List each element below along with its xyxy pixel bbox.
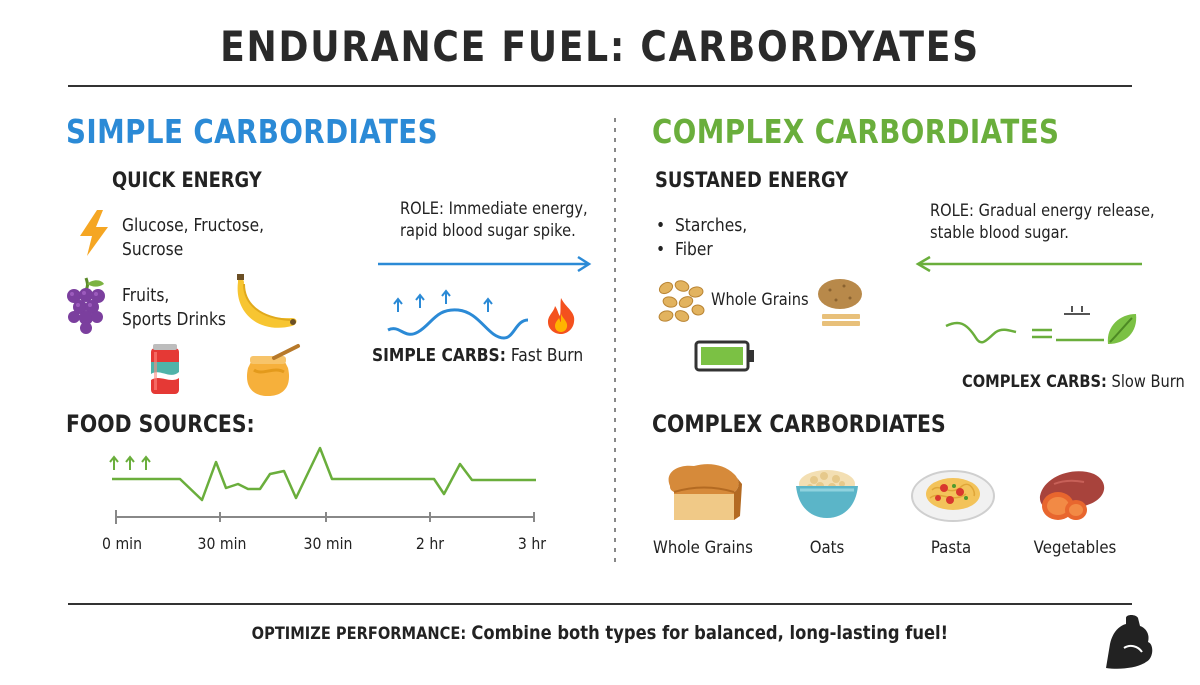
- sugar-line-2: Sucrose: [122, 239, 184, 260]
- complex-burn: COMPLEX CARBS: Slow Burn: [962, 370, 1185, 394]
- energy-line: [112, 446, 536, 502]
- battery-icon: [694, 340, 754, 372]
- complex-role: ROLE: Gradual energy release, stable blo…: [930, 200, 1155, 244]
- arrow-right-icon: [378, 255, 592, 273]
- food-label-pasta: Pasta: [930, 538, 972, 558]
- arrow-left-icon: [915, 255, 1142, 273]
- bullet-item-fiber: • Fiber: [656, 239, 713, 260]
- bread-icon: [668, 464, 742, 520]
- bullet-item-starches: • Starches,: [656, 215, 748, 236]
- spike-arrows: [109, 455, 151, 470]
- complex-burn-label: COMPLEX CARBS:: [962, 372, 1107, 392]
- slow-burn-wave: [945, 306, 1104, 344]
- honey-pot-icon: [246, 344, 300, 396]
- fruit-sources: Fruits, Sports Drinks: [122, 284, 226, 332]
- food-label-vegetables: Vegetables: [1033, 538, 1117, 558]
- sustained-energy-subheading: SUSTANED ENERGY: [655, 168, 849, 192]
- timeline-ticks: [115, 510, 535, 524]
- complex-role-line-1: ROLE: Gradual energy release,: [930, 200, 1155, 222]
- food-label-whole-grains: Whole Grains: [653, 538, 753, 558]
- simple-role-text-2: rapid blood sugar spike.: [400, 221, 576, 241]
- page-title: ENDURANCE FUEL: CARBORDYATES: [220, 22, 980, 71]
- simple-burn: SIMPLE CARBS: Fast Burn: [372, 344, 583, 368]
- flame-icon: [548, 298, 575, 334]
- whole-grains-inline-label: Whole Grains: [711, 290, 809, 310]
- grain-icon: [658, 280, 705, 322]
- timeline-tick-1: 30 min: [197, 534, 247, 553]
- fruit-line-2: Sports Drinks: [122, 309, 226, 330]
- complex-role-text-2: stable blood sugar.: [930, 223, 1069, 243]
- footer-message: OPTIMIZE PERFORMANCE: Combine both types…: [0, 622, 1200, 644]
- simple-role-line-1: ROLE: Immediate energy,: [400, 198, 588, 220]
- bullet-text-fiber: Fiber: [674, 239, 713, 260]
- soda-can-icon: [151, 344, 179, 394]
- sweet-potato-icon: [1039, 471, 1105, 520]
- food-label-oats: Oats: [809, 538, 845, 558]
- leaf-icon: [1107, 314, 1137, 344]
- lightning-icon: [80, 210, 108, 256]
- footer-label: OPTIMIZE PERFORMANCE:: [251, 624, 467, 644]
- simple-role-text-1: Immediate energy,: [448, 199, 588, 219]
- simple-carbs-heading: SIMPLE CARBORDIATES: [66, 112, 439, 151]
- potato-icon: [818, 279, 862, 326]
- fruit-line-1: Fruits,: [122, 285, 170, 306]
- bullet-text-starches: Starches,: [674, 215, 748, 236]
- sugar-types: Glucose, Fructose, Sucrose: [122, 214, 264, 262]
- timeline-tick-2: 30 min: [303, 534, 353, 553]
- energy-timeline-graph: [109, 446, 536, 524]
- complex-bullets: • Starches, • Fiber: [656, 214, 747, 262]
- footer-divider: [68, 603, 1132, 605]
- timeline-tick-3: 2 hr: [415, 534, 445, 553]
- simple-role-label: ROLE:: [400, 199, 444, 219]
- flexed-arm-icon: [1106, 615, 1153, 669]
- banana-icon: [237, 274, 297, 328]
- complex-role-text-1: Gradual energy release,: [978, 201, 1155, 221]
- quick-energy-subheading: QUICK ENERGY: [112, 168, 262, 192]
- complex-role-label: ROLE:: [930, 201, 974, 221]
- timeline-tick-0: 0 min: [102, 534, 142, 553]
- grapes-icon: [67, 277, 105, 334]
- simple-burn-text: Fast Burn: [510, 345, 584, 366]
- simple-role: ROLE: Immediate energy, rapid blood suga…: [400, 198, 588, 242]
- simple-burn-label: SIMPLE CARBS:: [372, 345, 506, 366]
- pasta-plate-icon: [911, 470, 995, 522]
- complex-carbs-heading: COMPLEX CARBORDIATES: [652, 112, 1060, 151]
- fast-burn-wave: [387, 289, 529, 340]
- oats-bowl-icon: [796, 470, 858, 518]
- sugar-line-1: Glucose, Fructose,: [122, 215, 265, 236]
- food-sources-heading: FOOD SOURCES:: [66, 410, 255, 438]
- complex-burn-text: Slow Burn: [1111, 372, 1185, 392]
- title-divider: [68, 85, 1132, 87]
- column-divider: [614, 118, 616, 568]
- complex-foods-heading: COMPLEX CARBORDIATES: [652, 410, 946, 438]
- timeline-tick-4: 3 hr: [517, 534, 547, 553]
- footer-text: Combine both types for balanced, long-la…: [471, 622, 949, 644]
